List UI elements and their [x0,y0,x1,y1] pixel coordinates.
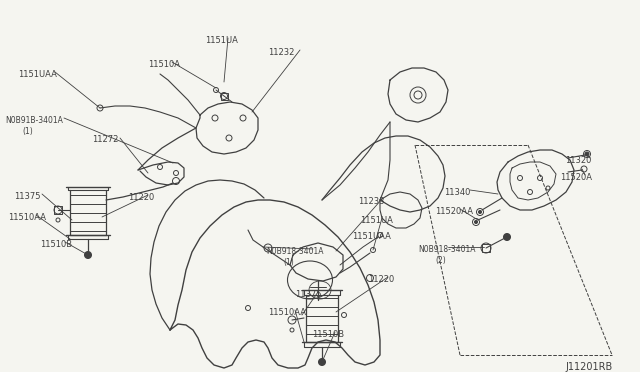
Text: 11272: 11272 [92,135,118,144]
Bar [482,244,490,252]
Circle shape [319,359,326,366]
Text: 11510A: 11510A [148,60,180,69]
Text: 11320: 11320 [565,156,591,165]
Circle shape [585,152,589,156]
Circle shape [84,251,92,259]
Text: (2): (2) [435,256,445,265]
Text: 11233: 11233 [358,197,385,206]
Text: 11220: 11220 [128,193,154,202]
Circle shape [479,211,481,214]
Text: N0B918-3401A: N0B918-3401A [418,245,476,254]
Text: 11510AA: 11510AA [268,308,306,317]
Text: 11510B: 11510B [312,330,344,339]
Text: (1): (1) [283,258,294,267]
Circle shape [504,234,511,241]
Text: 1151UAA: 1151UAA [18,70,57,79]
Text: 11220: 11220 [368,275,394,284]
Text: J11201RB: J11201RB [565,362,612,372]
Text: 11375: 11375 [295,290,321,299]
Text: 1151UA: 1151UA [205,36,238,45]
Text: 11510B: 11510B [40,240,72,249]
Text: 11510AA: 11510AA [8,213,46,222]
Text: 11232: 11232 [268,48,294,57]
Text: 11375: 11375 [14,192,40,201]
Text: N0B91B-3401A: N0B91B-3401A [5,116,63,125]
Text: 11340: 11340 [444,188,470,197]
Text: 11520A: 11520A [560,173,592,182]
Circle shape [474,221,477,224]
Bar [221,93,227,99]
Text: N0B918-3401A: N0B918-3401A [266,247,323,256]
Text: 1151UA: 1151UA [360,216,393,225]
Text: 11520AA: 11520AA [435,207,473,216]
Text: (1): (1) [22,127,33,136]
Text: 1151UAA: 1151UAA [352,232,391,241]
